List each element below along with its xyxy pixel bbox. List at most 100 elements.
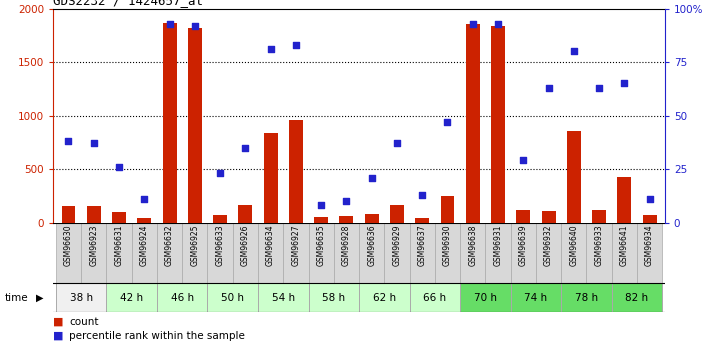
Point xyxy=(619,81,630,86)
Bar xyxy=(611,223,637,283)
Text: GSM96926: GSM96926 xyxy=(241,224,250,266)
Bar xyxy=(359,283,410,312)
Bar xyxy=(536,223,561,283)
Bar xyxy=(157,223,182,283)
Bar xyxy=(617,177,631,223)
Point xyxy=(467,21,479,26)
Bar xyxy=(510,223,536,283)
Bar xyxy=(637,223,662,283)
Point xyxy=(189,23,201,29)
Text: 50 h: 50 h xyxy=(221,293,244,303)
Text: GSM96633: GSM96633 xyxy=(215,224,225,266)
Bar xyxy=(238,205,252,223)
Bar xyxy=(62,206,75,223)
Bar xyxy=(87,206,101,223)
Bar xyxy=(516,210,530,223)
Bar xyxy=(410,283,460,312)
Bar xyxy=(81,223,107,283)
Text: percentile rank within the sample: percentile rank within the sample xyxy=(69,331,245,341)
Text: count: count xyxy=(69,317,98,327)
Bar xyxy=(561,223,587,283)
Bar xyxy=(289,120,303,223)
Bar xyxy=(542,211,555,223)
Point xyxy=(341,198,352,204)
Text: 82 h: 82 h xyxy=(626,293,648,303)
Bar xyxy=(314,217,328,223)
Bar xyxy=(56,223,81,283)
Point xyxy=(568,49,579,54)
Point xyxy=(518,158,529,163)
Text: 58 h: 58 h xyxy=(322,293,346,303)
Text: 66 h: 66 h xyxy=(423,293,447,303)
Text: GSM96640: GSM96640 xyxy=(570,224,578,266)
Bar xyxy=(491,26,505,223)
Point xyxy=(644,196,656,202)
Bar xyxy=(208,283,258,312)
Bar xyxy=(112,212,126,223)
Point xyxy=(543,85,555,90)
Text: GSM96933: GSM96933 xyxy=(594,224,604,266)
Text: 62 h: 62 h xyxy=(373,293,396,303)
Point xyxy=(88,141,100,146)
Point xyxy=(215,170,226,176)
Bar xyxy=(486,223,510,283)
Text: GSM96925: GSM96925 xyxy=(191,224,199,266)
Text: GDS2232 / 1424657_at: GDS2232 / 1424657_at xyxy=(53,0,203,8)
Bar xyxy=(213,215,227,223)
Text: 74 h: 74 h xyxy=(524,293,547,303)
Text: GSM96923: GSM96923 xyxy=(90,224,98,266)
Text: GSM96630: GSM96630 xyxy=(64,224,73,266)
Bar xyxy=(309,223,333,283)
Bar xyxy=(561,283,611,312)
Text: GSM96931: GSM96931 xyxy=(493,224,503,266)
Text: GSM96639: GSM96639 xyxy=(519,224,528,266)
Bar xyxy=(460,223,486,283)
Point xyxy=(316,203,327,208)
Point xyxy=(113,164,124,170)
Point xyxy=(594,85,605,90)
Point xyxy=(290,42,301,48)
Bar xyxy=(435,223,460,283)
Text: GSM96928: GSM96928 xyxy=(342,224,351,266)
Bar xyxy=(188,28,202,223)
Point xyxy=(265,47,277,52)
Text: GSM96632: GSM96632 xyxy=(165,224,174,266)
Bar xyxy=(309,283,359,312)
Bar xyxy=(510,283,561,312)
Text: 38 h: 38 h xyxy=(70,293,92,303)
Bar xyxy=(611,283,662,312)
Text: 54 h: 54 h xyxy=(272,293,295,303)
Text: 78 h: 78 h xyxy=(575,293,598,303)
Text: time: time xyxy=(5,293,28,303)
Bar xyxy=(587,223,611,283)
Text: GSM96637: GSM96637 xyxy=(418,224,427,266)
Point xyxy=(63,138,74,144)
Text: ■: ■ xyxy=(53,331,64,341)
Text: GSM96641: GSM96641 xyxy=(620,224,629,266)
Bar xyxy=(137,218,151,223)
Bar xyxy=(385,223,410,283)
Text: 70 h: 70 h xyxy=(474,293,497,303)
Bar xyxy=(415,218,429,223)
Text: GSM96634: GSM96634 xyxy=(266,224,275,266)
Text: GSM96930: GSM96930 xyxy=(443,224,452,266)
Bar xyxy=(466,23,480,223)
Point xyxy=(164,21,175,26)
Bar xyxy=(264,133,277,223)
Point xyxy=(391,141,402,146)
Bar xyxy=(359,223,385,283)
Bar xyxy=(107,283,157,312)
Bar xyxy=(643,215,656,223)
Bar xyxy=(283,223,309,283)
Bar xyxy=(232,223,258,283)
Text: ■: ■ xyxy=(53,317,64,327)
Bar xyxy=(410,223,435,283)
Bar xyxy=(107,223,132,283)
Bar xyxy=(333,223,359,283)
Bar xyxy=(258,223,283,283)
Bar xyxy=(132,223,157,283)
Bar xyxy=(592,210,606,223)
Bar xyxy=(390,205,404,223)
Bar xyxy=(339,216,353,223)
Point xyxy=(366,175,378,180)
